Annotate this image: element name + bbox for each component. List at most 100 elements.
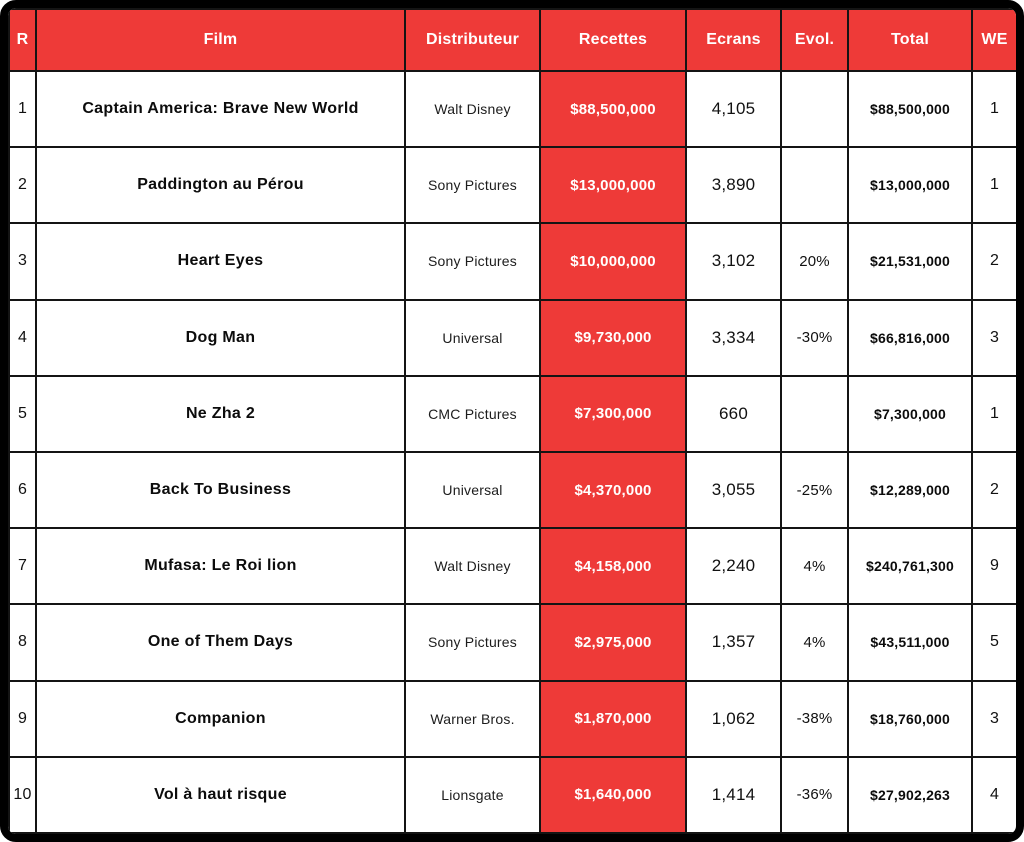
cell-distributor: CMC Pictures [404, 374, 541, 453]
cell-total: $7,300,000 [847, 374, 973, 453]
header-row: R Film Distributeur Recettes Ecrans Evol… [8, 8, 1016, 72]
cell-evol [780, 69, 849, 149]
table-row: 2 Paddington au Pérou Sony Pictures $13,… [8, 146, 1016, 225]
cell-total: $18,760,000 [847, 679, 973, 758]
cell-ecrans: 1,414 [685, 755, 782, 834]
table-row: 3 Heart Eyes Sony Pictures $10,000,000 3… [8, 222, 1016, 301]
box-office-table: R Film Distributeur Recettes Ecrans Evol… [8, 8, 1016, 834]
cell-total: $13,000,000 [847, 146, 973, 225]
cell-film: One of Them Days [35, 603, 406, 682]
cell-ecrans: 2,240 [685, 527, 782, 606]
cell-evol: 20% [780, 222, 849, 301]
cell-film: Vol à haut risque [35, 755, 406, 834]
cell-evol: 4% [780, 603, 849, 682]
cell-evol [780, 374, 849, 453]
cell-we: 3 [971, 679, 1016, 758]
cell-distributor: Sony Pictures [404, 222, 541, 301]
cell-film: Paddington au Pérou [35, 146, 406, 225]
cell-rank: 7 [8, 527, 37, 606]
cell-ecrans: 1,062 [685, 679, 782, 758]
cell-recettes: $4,158,000 [539, 527, 687, 606]
cell-total: $66,816,000 [847, 298, 973, 377]
cell-recettes: $2,975,000 [539, 603, 687, 682]
cell-evol: -38% [780, 679, 849, 758]
table-row: 10 Vol à haut risque Lionsgate $1,640,00… [8, 755, 1016, 834]
cell-we: 2 [971, 450, 1016, 530]
cell-recettes: $4,370,000 [539, 450, 687, 530]
cell-we: 1 [971, 69, 1016, 149]
cell-we: 4 [971, 755, 1016, 834]
cell-recettes: $10,000,000 [539, 222, 687, 301]
cell-film: Dog Man [35, 298, 406, 377]
cell-distributor: Universal [404, 450, 541, 530]
cell-film: Ne Zha 2 [35, 374, 406, 453]
cell-distributor: Sony Pictures [404, 146, 541, 225]
column-header-distributor: Distributeur [404, 8, 541, 72]
cell-distributor: Lionsgate [404, 755, 541, 834]
table-row: 5 Ne Zha 2 CMC Pictures $7,300,000 660 $… [8, 374, 1016, 453]
cell-film: Mufasa: Le Roi lion [35, 527, 406, 606]
table-row: 9 Companion Warner Bros. $1,870,000 1,06… [8, 679, 1016, 758]
cell-film: Captain America: Brave New World [35, 69, 406, 149]
column-header-recettes: Recettes [539, 8, 687, 72]
cell-we: 1 [971, 374, 1016, 453]
cell-we: 1 [971, 146, 1016, 225]
table-row: 1 Captain America: Brave New World Walt … [8, 69, 1016, 149]
cell-recettes: $13,000,000 [539, 146, 687, 225]
column-header-ecrans: Ecrans [685, 8, 782, 72]
column-header-total: Total [847, 8, 973, 72]
cell-evol: -25% [780, 450, 849, 530]
cell-rank: 9 [8, 679, 37, 758]
cell-rank: 10 [8, 755, 37, 834]
cell-ecrans: 4,105 [685, 69, 782, 149]
cell-distributor: Universal [404, 298, 541, 377]
cell-ecrans: 660 [685, 374, 782, 453]
cell-total: $12,289,000 [847, 450, 973, 530]
cell-rank: 2 [8, 146, 37, 225]
cell-recettes: $88,500,000 [539, 69, 687, 149]
cell-recettes: $7,300,000 [539, 374, 687, 453]
cell-rank: 1 [8, 69, 37, 149]
column-header-we: WE [971, 8, 1016, 72]
cell-evol: -36% [780, 755, 849, 834]
cell-distributor: Walt Disney [404, 69, 541, 149]
cell-film: Companion [35, 679, 406, 758]
cell-rank: 5 [8, 374, 37, 453]
cell-we: 9 [971, 527, 1016, 606]
cell-we: 3 [971, 298, 1016, 377]
cell-rank: 6 [8, 450, 37, 530]
cell-evol [780, 146, 849, 225]
table-row: 4 Dog Man Universal $9,730,000 3,334 -30… [8, 298, 1016, 377]
cell-total: $21,531,000 [847, 222, 973, 301]
table-row: 7 Mufasa: Le Roi lion Walt Disney $4,158… [8, 527, 1016, 606]
cell-recettes: $1,870,000 [539, 679, 687, 758]
cell-ecrans: 1,357 [685, 603, 782, 682]
cell-ecrans: 3,055 [685, 450, 782, 530]
cell-evol: 4% [780, 527, 849, 606]
cell-we: 5 [971, 603, 1016, 682]
column-header-film: Film [35, 8, 406, 72]
cell-ecrans: 3,334 [685, 298, 782, 377]
cell-recettes: $9,730,000 [539, 298, 687, 377]
cell-film: Back To Business [35, 450, 406, 530]
column-header-evol: Evol. [780, 8, 849, 72]
cell-distributor: Warner Bros. [404, 679, 541, 758]
cell-rank: 4 [8, 298, 37, 377]
table-row: 6 Back To Business Universal $4,370,000 … [8, 450, 1016, 530]
cell-total: $27,902,263 [847, 755, 973, 834]
cell-distributor: Walt Disney [404, 527, 541, 606]
cell-film: Heart Eyes [35, 222, 406, 301]
cell-total: $43,511,000 [847, 603, 973, 682]
cell-ecrans: 3,890 [685, 146, 782, 225]
cell-total: $240,761,300 [847, 527, 973, 606]
cell-ecrans: 3,102 [685, 222, 782, 301]
column-header-rank: R [8, 8, 37, 72]
cell-total: $88,500,000 [847, 69, 973, 149]
table-row: 8 One of Them Days Sony Pictures $2,975,… [8, 603, 1016, 682]
cell-distributor: Sony Pictures [404, 603, 541, 682]
cell-evol: -30% [780, 298, 849, 377]
cell-rank: 8 [8, 603, 37, 682]
cell-we: 2 [971, 222, 1016, 301]
cell-rank: 3 [8, 222, 37, 301]
